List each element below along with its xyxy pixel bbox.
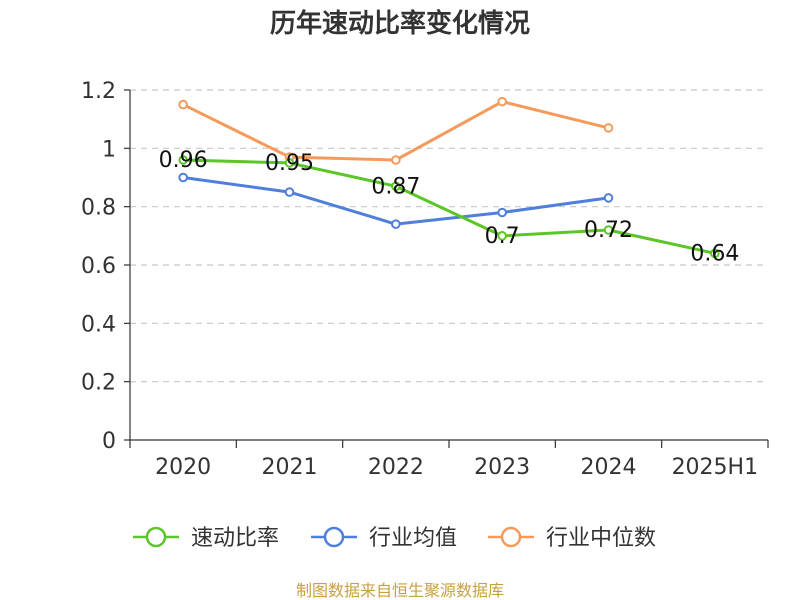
series-group — [178, 96, 720, 259]
x-tick-label: 2024 — [581, 455, 637, 480]
chart-title: 历年速动比率变化情况 — [270, 8, 530, 39]
axes: 0 0.2 0.4 0.6 0.8 1 1.2 2020 2021 2022 2023 2024 202… — [81, 79, 769, 480]
data-label: 0.96 — [159, 148, 208, 173]
legend-label: 速动比率 — [191, 526, 279, 551]
legend-label: 行业均值 — [369, 526, 457, 551]
source-note: 制图数据来自恒生聚源数据库 — [296, 581, 504, 600]
data-point[interactable] — [178, 99, 188, 110]
y-tick-label: 0.4 — [81, 312, 116, 337]
legend-marker — [323, 526, 345, 548]
y-tick-label: 0.2 — [81, 371, 116, 396]
data-point[interactable] — [710, 248, 720, 259]
legend-item-2[interactable]: 行业中位数 — [488, 526, 656, 551]
x-tick-label: 2020 — [155, 455, 211, 480]
data-label: 0.87 — [371, 174, 420, 199]
data-point[interactable] — [391, 181, 401, 192]
data-point[interactable] — [603, 193, 614, 203]
y-tick-label: 0.8 — [81, 196, 116, 221]
y-tick-label: 0 — [102, 429, 116, 454]
y-tick-label: 1 — [102, 137, 116, 162]
data-point[interactable] — [178, 155, 188, 165]
data-point[interactable] — [603, 225, 614, 235]
series-line — [183, 158, 716, 255]
data-point[interactable] — [497, 96, 507, 107]
data-point[interactable] — [497, 231, 507, 241]
x-tick-label: 2021 — [262, 455, 318, 480]
data-point[interactable] — [284, 158, 295, 168]
legend-label: 行业中位数 — [546, 526, 656, 551]
data-point[interactable] — [391, 155, 401, 165]
legend-item-1[interactable]: 行业均值 — [311, 526, 457, 551]
legend-marker — [500, 526, 522, 548]
series-line — [182, 100, 609, 162]
legend-marker — [145, 526, 167, 548]
data-point[interactable] — [603, 123, 614, 133]
legend-item-0[interactable]: 速动比率 — [133, 526, 279, 551]
series-1 — [178, 172, 614, 229]
x-tick-label: 2022 — [368, 455, 424, 480]
series-0 — [178, 155, 720, 259]
data-point[interactable] — [284, 187, 295, 197]
data-label: 0.7 — [485, 224, 520, 249]
data-label: 0.72 — [584, 218, 633, 243]
legend[interactable]: 速动比率 行业均值 行业中位数 — [133, 526, 656, 551]
y-tick-label: 1.2 — [81, 79, 116, 104]
data-point[interactable] — [391, 219, 401, 229]
y-tick-label: 0.6 — [81, 254, 116, 279]
data-point[interactable] — [497, 207, 507, 218]
grid — [130, 89, 768, 383]
data-label: 0.64 — [690, 241, 739, 266]
data-point[interactable] — [178, 172, 188, 183]
series-2 — [178, 96, 614, 165]
data-labels: 0.96 0.95 0.87 0.7 0.72 0.64 — [159, 148, 740, 266]
data-label: 0.95 — [265, 151, 314, 176]
x-tick-label: 2023 — [474, 455, 530, 480]
x-tick-label: 2025H1 — [672, 455, 759, 480]
